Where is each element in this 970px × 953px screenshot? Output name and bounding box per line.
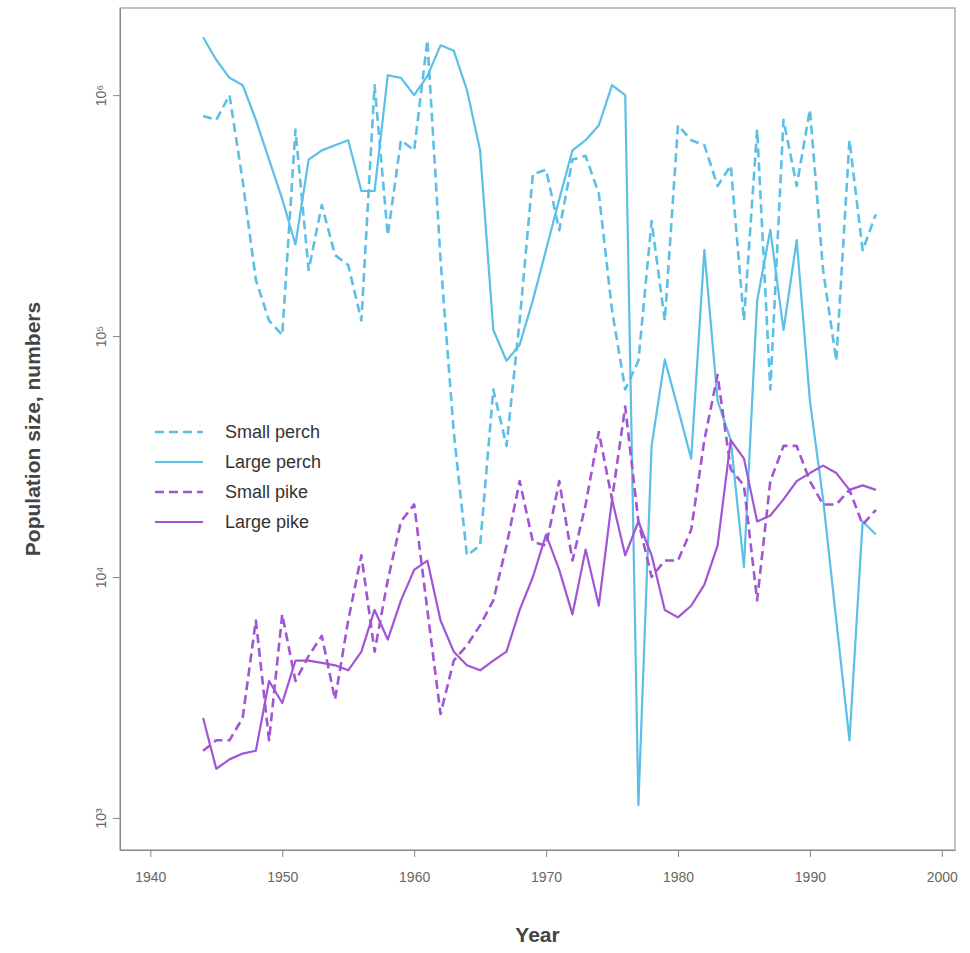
series-line: [203, 40, 876, 555]
x-tick-label: 1970: [531, 869, 562, 885]
legend-swatch: [155, 491, 203, 494]
plot-frame: [120, 8, 955, 850]
y-tick: 10⁶: [93, 85, 120, 106]
x-tick-label: 1960: [399, 869, 430, 885]
x-tick: 1980: [663, 850, 694, 885]
y-tick-label: 10⁵: [93, 326, 109, 347]
x-tick-label: 1940: [135, 869, 166, 885]
y-axis-line: [120, 9, 121, 851]
series-line: [203, 375, 876, 751]
x-tick-mark: [414, 850, 415, 857]
x-tick-mark: [678, 850, 679, 857]
x-tick: 1950: [267, 850, 298, 885]
x-tick-mark: [282, 850, 283, 857]
x-tick-label: 1990: [795, 869, 826, 885]
chart: 1940 1950 1960 1970 1980 1990 2000 10³ 10⁴ 10⁵ 10⁶…: [0, 0, 970, 953]
legend-label: Small perch: [225, 422, 320, 442]
x-tick-label: 2000: [927, 869, 958, 885]
y-tick-mark: [113, 577, 120, 578]
y-axis: 10³ 10⁴ 10⁵ 10⁶: [93, 9, 121, 851]
x-axis: 1940 1950 1960 1970 1980 1990 2000: [121, 850, 959, 885]
plot-area: [203, 37, 876, 805]
y-axis-title: Population size, numbers: [21, 302, 44, 556]
legend-label: Large perch: [225, 452, 321, 472]
x-tick-mark: [150, 850, 151, 857]
y-tick-label: 10³: [93, 808, 109, 829]
y-tick-label: 10⁴: [93, 567, 109, 589]
legend-label: Large pike: [225, 512, 309, 532]
legend-swatch: [155, 461, 203, 463]
x-tick: 1990: [795, 850, 826, 885]
y-tick-mark: [113, 818, 120, 819]
x-tick-mark: [942, 850, 943, 857]
legend-label: Small pike: [225, 482, 308, 502]
x-tick-label: 1950: [267, 869, 298, 885]
x-tick-mark: [546, 850, 547, 857]
y-tick-label: 10⁶: [93, 85, 109, 106]
x-tick-mark: [810, 850, 811, 857]
legend: Small perch Large perch Small pike Large pi…: [155, 422, 321, 532]
x-tick: 1940: [135, 850, 166, 885]
y-tick: 10⁵: [93, 326, 120, 347]
series-line: [203, 440, 876, 769]
x-tick: 1970: [531, 850, 562, 885]
y-tick-mark: [113, 95, 120, 96]
x-tick: 2000: [927, 850, 958, 885]
legend-swatch: [155, 431, 203, 434]
x-tick-label: 1980: [663, 869, 694, 885]
x-tick: 1960: [399, 850, 430, 885]
x-axis-line: [121, 850, 956, 851]
y-tick: 10³: [93, 808, 120, 829]
series-line: [203, 37, 876, 805]
y-tick: 10⁴: [93, 567, 120, 589]
x-axis-title: Year: [515, 923, 559, 946]
legend-swatch: [155, 521, 203, 523]
y-tick-mark: [113, 336, 120, 337]
